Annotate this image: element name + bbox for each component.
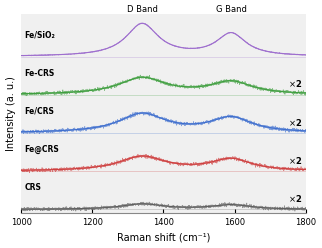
Text: $\times\mathbf{2}$: $\times\mathbf{2}$	[288, 193, 302, 204]
Text: Fe/SiO₂: Fe/SiO₂	[25, 31, 56, 39]
X-axis label: Raman shift (cm⁻¹): Raman shift (cm⁻¹)	[117, 232, 210, 243]
Text: Fe@CRS: Fe@CRS	[25, 145, 60, 154]
Text: G Band: G Band	[216, 5, 247, 14]
Text: $\times\mathbf{2}$: $\times\mathbf{2}$	[288, 78, 302, 89]
Text: Fe/CRS: Fe/CRS	[25, 107, 54, 116]
Text: CRS: CRS	[25, 183, 42, 192]
Y-axis label: Intensity (a. u.): Intensity (a. u.)	[5, 76, 15, 151]
Text: Fe-CRS: Fe-CRS	[25, 69, 55, 78]
Text: D Band: D Band	[127, 5, 157, 14]
Text: $\times\mathbf{2}$: $\times\mathbf{2}$	[288, 155, 302, 166]
Text: $\times\mathbf{2}$: $\times\mathbf{2}$	[288, 117, 302, 128]
